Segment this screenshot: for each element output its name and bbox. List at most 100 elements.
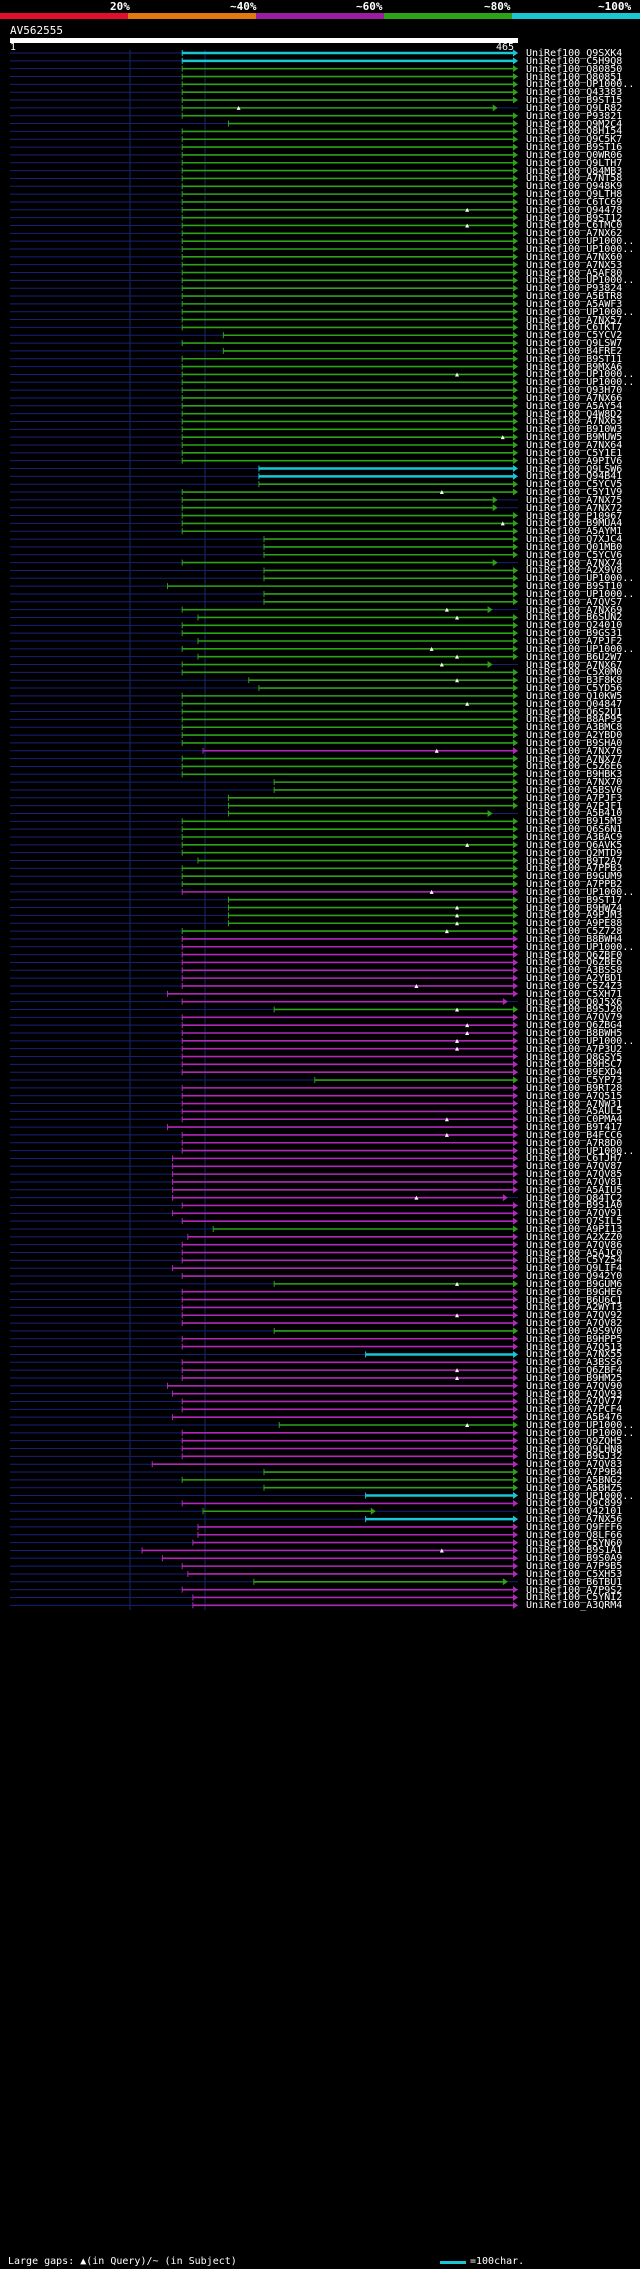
hit-label[interactable]: UniRef100_Q7XJC4 [526,534,623,546]
hit-label[interactable]: UniRef100_A5BTR8 [526,291,623,303]
hit-label[interactable]: UniRef100_B4FCC6 [526,1129,623,1141]
hit-label[interactable]: UniRef100_A7PPB3 [526,863,623,875]
hit-label[interactable]: UniRef100_A2YBD0 [526,730,623,742]
hit-label[interactable]: UniRef100_A7PPB2 [526,879,623,891]
hit-label[interactable]: UniRef100_Q9LR82 [526,102,623,114]
hit-label[interactable]: UniRef100_A9PIV6 [526,455,623,467]
hit-label[interactable]: UniRef100_Q43383 [526,87,623,99]
hit-label[interactable]: UniRef100_A7QV83 [526,1459,623,1471]
hit-label[interactable]: UniRef100_A7QV93 [526,1388,623,1400]
hit-label[interactable]: UniRef100_B9MUW5 [526,432,623,444]
hit-label[interactable]: UniRef100_B9HSC7 [526,1059,623,1071]
hit-label[interactable]: UniRef100_A5BSV6 [526,784,623,796]
hit-label[interactable]: UniRef100_A7NX56 [526,1514,623,1526]
hit-label[interactable]: UniRef100_A7NX53 [526,259,623,271]
hit-label[interactable]: UniRef100_A7QV82 [526,1318,623,1330]
hit-label[interactable]: UniRef100_B6SUN2 [526,612,623,624]
hit-label[interactable]: UniRef100_B9T2A7 [526,855,623,867]
hit-label[interactable]: UniRef100_A5AIU5 [526,1184,623,1196]
hit-label[interactable]: UniRef100_B9S0A9 [526,1553,623,1565]
hit-label[interactable]: UniRef100_A7NX66 [526,392,623,404]
hit-label[interactable]: UniRef100_Q9LHN8 [526,1443,623,1455]
hit-label[interactable]: UniRef100_Q9LIF4 [526,1263,623,1275]
hit-label[interactable]: UniRef100_A5BNG2 [526,1474,623,1486]
hit-label[interactable]: UniRef100_A7NX69 [526,604,623,616]
hit-label[interactable]: UniRef100_A7P3U2 [526,1043,623,1055]
hit-label[interactable]: UniRef100_A3BAC9 [526,832,623,843]
hit-label[interactable]: UniRef100_A7PJF1 [526,800,623,812]
hit-label[interactable]: UniRef100_A7NX70 [526,777,623,789]
hit-label[interactable]: UniRef100_A7P9S2 [526,1584,623,1596]
hit-label[interactable]: UniRef100_Q0J5X6 [526,996,623,1008]
hit-label[interactable]: UniRef100_Q01MB0 [526,541,623,553]
hit-label[interactable]: UniRef100_A7P9B4 [526,1467,623,1479]
hit-label[interactable]: UniRef100_A7Q513 [526,1341,623,1353]
hit-label[interactable]: UniRef100_Q10KW5 [526,690,623,702]
hit-label[interactable]: UniRef100_UP1000.. [526,886,635,898]
hit-label[interactable]: UniRef100_B9HM25 [526,1372,623,1384]
hit-label[interactable]: UniRef100_A7QV79 [526,1012,623,1024]
hit-label[interactable]: UniRef100_B9ST15 [526,95,623,107]
hit-label[interactable]: UniRef100_A7NX64 [526,440,623,451]
hit-label[interactable]: UniRef100_UP1000.. [526,1035,635,1047]
hit-label[interactable]: UniRef100_UP1000.. [526,236,635,248]
hit-label[interactable]: UniRef100_A7QV85 [526,1169,623,1181]
hit-label[interactable]: UniRef100_A7NX67 [526,659,623,671]
hit-label[interactable]: UniRef100_P10967 [526,510,623,522]
hit-label[interactable]: UniRef100_A7QV92 [526,1310,623,1322]
hit-label[interactable]: UniRef100_A7NX77 [526,753,623,765]
hit-label[interactable]: UniRef100_B915M3 [526,816,623,828]
hit-label[interactable]: UniRef100_A7NX55 [526,1349,623,1361]
hit-label[interactable]: UniRef100_B3F8K8 [526,675,623,687]
hit-label[interactable]: UniRef100_A5AYM1 [526,526,623,538]
hit-label[interactable]: UniRef100_A7QV81 [526,1176,623,1188]
hit-label[interactable]: UniRef100_B9HWZ4 [526,902,623,914]
hit-label[interactable]: UniRef100_Q2MTD9 [526,847,623,859]
hit-label[interactable]: UniRef100_Q948K9 [526,181,623,193]
hit-label[interactable]: UniRef100_Q8LF66 [526,1529,623,1541]
hit-label[interactable]: UniRef100_B9ST16 [526,142,623,154]
hit-label[interactable]: UniRef100_Q9M2C4 [526,118,623,130]
hit-label[interactable]: UniRef100_Q6ZBE6 [526,957,623,969]
hit-label[interactable]: UniRef100_Q6S2U1 [526,706,623,718]
hit-label[interactable]: UniRef100_C6TJH7 [526,1153,623,1165]
hit-label[interactable]: UniRef100_B9GJ32 [526,1451,623,1463]
hit-label[interactable]: UniRef100_C5Z6E6 [526,761,623,773]
hit-label[interactable]: UniRef100_UP1000.. [526,1145,635,1157]
hit-label[interactable]: UniRef100_Q94B41 [526,471,623,483]
hit-label[interactable]: UniRef100_A3BSS6 [526,1357,623,1369]
hit-label[interactable]: UniRef100_A5B476 [526,1412,623,1424]
hit-label[interactable]: UniRef100_A7NX75 [526,494,623,506]
hit-label[interactable]: UniRef100_C5H9Q8 [526,55,623,67]
hit-label[interactable]: UniRef100_B6U6C1 [526,1294,623,1306]
hit-label[interactable]: UniRef100_A7NX63 [526,416,623,428]
hit-label[interactable]: UniRef100_A2YBD1 [526,973,623,985]
hit-label[interactable]: UniRef100_C5Z4Z3 [526,980,623,992]
hit-label[interactable]: UniRef100_Q84MB3 [526,165,623,177]
hit-label[interactable]: UniRef100_Q04847 [526,698,623,710]
hit-label[interactable]: UniRef100_A5AJC0 [526,1247,623,1259]
hit-label[interactable]: UniRef100_Q93H70 [526,385,623,397]
hit-label[interactable]: UniRef100_A2WYT3 [526,1302,623,1314]
hit-label[interactable]: UniRef100_B9MUA4 [526,518,623,530]
hit-label[interactable]: UniRef100_Q80851 [526,71,623,83]
hit-label[interactable]: UniRef100_C0PMA4 [526,1114,623,1126]
hit-label[interactable]: UniRef100_C5YP73 [526,1075,623,1087]
hit-label[interactable]: UniRef100_UP1000.. [526,1427,635,1439]
hit-label[interactable]: UniRef100_A7QV91 [526,1208,623,1220]
hit-label[interactable]: UniRef100_B9ST11 [526,353,623,365]
hit-label[interactable]: UniRef100_Q9C5K7 [526,134,623,146]
hit-label[interactable]: UniRef100_UP1000.. [526,275,635,287]
hit-label[interactable]: UniRef100_A7QV90 [526,1380,623,1392]
hit-label[interactable]: UniRef100_A2XZZ0 [526,1231,623,1243]
hit-label[interactable]: UniRef100_UP1000.. [526,1490,635,1502]
hit-label[interactable]: UniRef100_B9GHE6 [526,1286,623,1298]
hit-label[interactable]: UniRef100_B9GS31 [526,628,623,640]
hit-label[interactable]: UniRef100_Q80850 [526,63,623,75]
hit-label[interactable]: UniRef100_A3QRM4 [526,1600,623,1612]
hit-label[interactable]: UniRef100_C5YN60 [526,1537,623,1549]
hit-label[interactable]: UniRef100_A3BSS8 [526,965,623,977]
hit-label[interactable]: UniRef100_A7NX60 [526,251,623,263]
hit-label[interactable]: UniRef100_Q6ZBF0 [526,949,623,961]
hit-label[interactable]: UniRef100_A5AF80 [526,267,623,279]
